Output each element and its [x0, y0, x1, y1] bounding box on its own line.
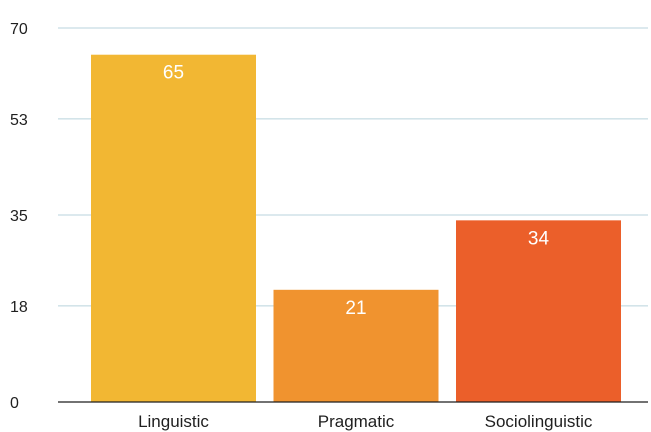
x-tick-label-pragmatic: Pragmatic [318, 412, 395, 431]
x-tick-label-sociolinguistic: Sociolinguistic [485, 412, 593, 431]
bar-sociolinguistic [456, 220, 621, 402]
bar-pragmatic [273, 289, 439, 402]
bar-linguistic [91, 54, 256, 402]
data-label-pragmatic: 21 [345, 298, 366, 319]
y-tick-label: 0 [10, 395, 19, 412]
y-tick-label: 53 [10, 112, 28, 129]
data-label-sociolinguistic: 34 [528, 228, 550, 249]
x-tick-label-linguistic: Linguistic [138, 412, 209, 431]
y-tick-label: 70 [10, 21, 28, 38]
data-labels: 65 21 34 [163, 63, 550, 319]
axes: 0 18 35 53 70 Linguistic Pragmatic Sociolinguis… [10, 21, 648, 431]
y-tick-label: 35 [10, 208, 28, 225]
data-label-linguistic: 65 [163, 63, 184, 84]
bars [91, 54, 621, 402]
y-tick-label: 18 [10, 299, 28, 316]
